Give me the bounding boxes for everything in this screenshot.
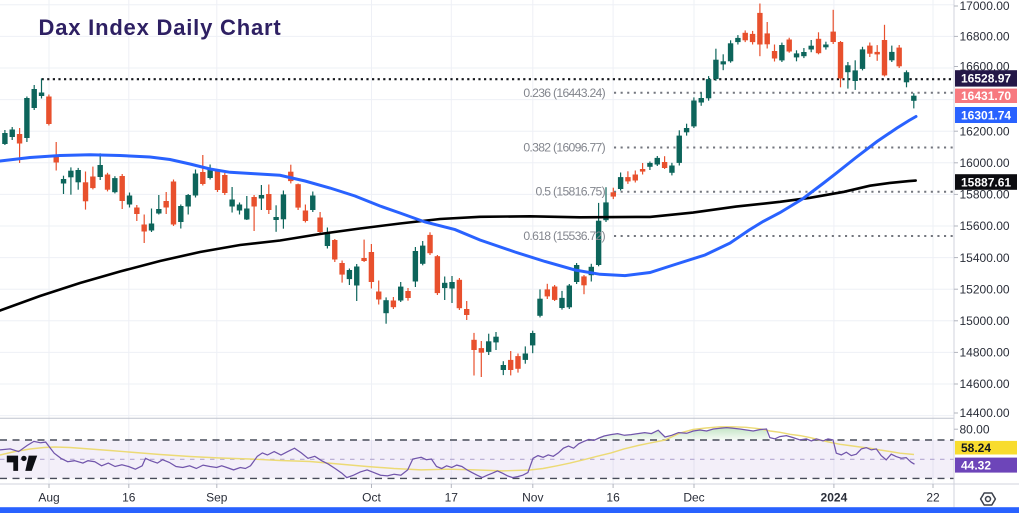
svg-text:14800.00: 14800.00 [960, 346, 1010, 360]
svg-text:0.618 (15536.72): 0.618 (15536.72) [523, 229, 605, 243]
svg-text:15000.00: 15000.00 [960, 314, 1010, 328]
svg-text:0.236 (16443.24): 0.236 (16443.24) [523, 86, 605, 100]
svg-text:22: 22 [926, 491, 940, 505]
svg-text:15400.00: 15400.00 [960, 251, 1010, 265]
svg-text:Nov: Nov [522, 491, 543, 505]
svg-text:16200.00: 16200.00 [960, 124, 1010, 138]
svg-text:15600.00: 15600.00 [960, 219, 1010, 233]
svg-text:17: 17 [445, 491, 459, 505]
svg-text:Aug: Aug [38, 491, 59, 505]
svg-text:17000.00: 17000.00 [960, 0, 1010, 13]
svg-text:Dec: Dec [683, 491, 704, 505]
svg-text:16301.74: 16301.74 [961, 108, 1011, 122]
svg-text:16000.00: 16000.00 [960, 156, 1010, 170]
svg-text:2024: 2024 [821, 491, 848, 505]
svg-text:14400.00: 14400.00 [960, 406, 1010, 420]
svg-text:0.382 (16096.77): 0.382 (16096.77) [523, 141, 605, 155]
svg-text:16800.00: 16800.00 [960, 30, 1010, 44]
svg-text:Dax Index Daily Chart: Dax Index Daily Chart [39, 15, 282, 40]
svg-text:16431.70: 16431.70 [961, 89, 1011, 103]
svg-text:0.5 (15816.75): 0.5 (15816.75) [536, 185, 606, 199]
svg-text:15200.00: 15200.00 [960, 282, 1010, 296]
svg-text:58.24: 58.24 [961, 441, 991, 455]
svg-text:16528.97: 16528.97 [961, 72, 1011, 86]
svg-text:15887.61: 15887.61 [961, 175, 1011, 189]
svg-text:Sep: Sep [206, 491, 228, 505]
svg-text:15800.00: 15800.00 [960, 188, 1010, 202]
svg-text:Oct: Oct [362, 491, 381, 505]
svg-text:80.00: 80.00 [960, 422, 990, 436]
svg-text:16: 16 [606, 491, 620, 505]
svg-text:14600.00: 14600.00 [960, 377, 1010, 391]
svg-text:44.32: 44.32 [961, 458, 991, 472]
svg-text:16: 16 [122, 491, 136, 505]
